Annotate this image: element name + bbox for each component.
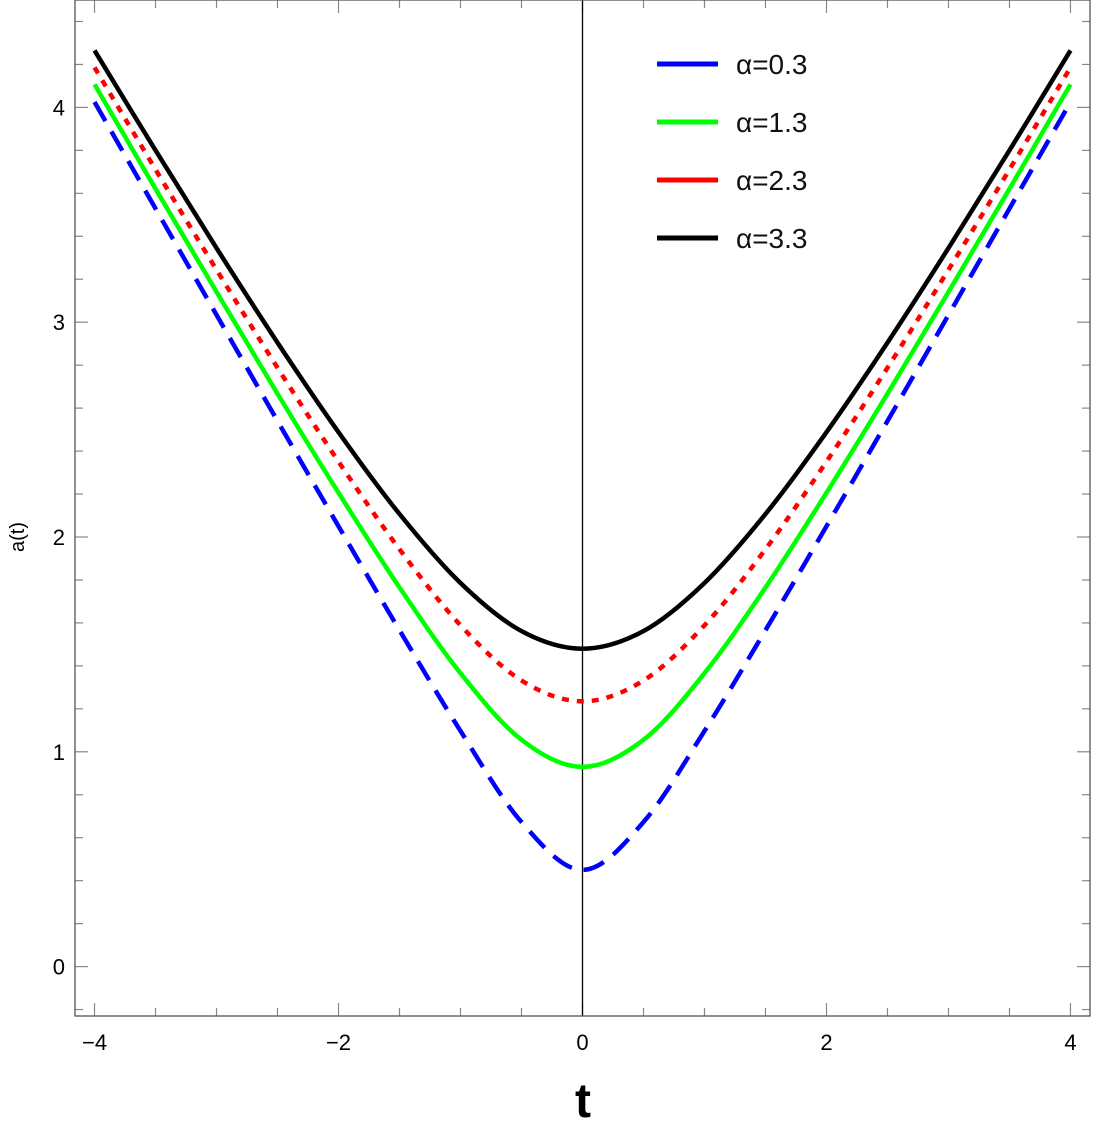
y-tick-label: 3	[53, 310, 65, 335]
y-tick-label: 2	[53, 525, 65, 550]
tick-labels: −4 −2 0 2 4 0 1 2 3 4	[53, 95, 1077, 1055]
x-tick-label: 4	[1064, 1030, 1076, 1055]
x-tick-label: −2	[326, 1030, 351, 1055]
ticks	[75, 0, 1090, 1016]
legend-label: α=1.3	[736, 107, 807, 138]
series-line-0	[92, 100, 1073, 873]
legend-label: α=3.3	[736, 223, 807, 254]
series-line-3	[92, 49, 1073, 651]
plot-frame	[74, 0, 1091, 1017]
y-tick-label: 0	[53, 955, 65, 980]
legend: α=0.3 α=1.3 α=2.3 α=3.3	[657, 49, 807, 254]
series-line-2	[92, 66, 1073, 704]
y-tick-label: 1	[53, 740, 65, 765]
x-tick-label: 0	[576, 1030, 588, 1055]
legend-label: α=0.3	[736, 49, 807, 80]
x-tick-label: 2	[820, 1030, 832, 1055]
y-tick-label: 4	[53, 95, 65, 120]
curves	[92, 49, 1073, 873]
x-axis-label: t	[575, 1075, 591, 1121]
legend-label: α=2.3	[736, 165, 807, 196]
x-tick-label: −4	[82, 1030, 107, 1055]
y-axis-label: a(t)	[7, 522, 29, 552]
series-line-1	[92, 83, 1073, 770]
